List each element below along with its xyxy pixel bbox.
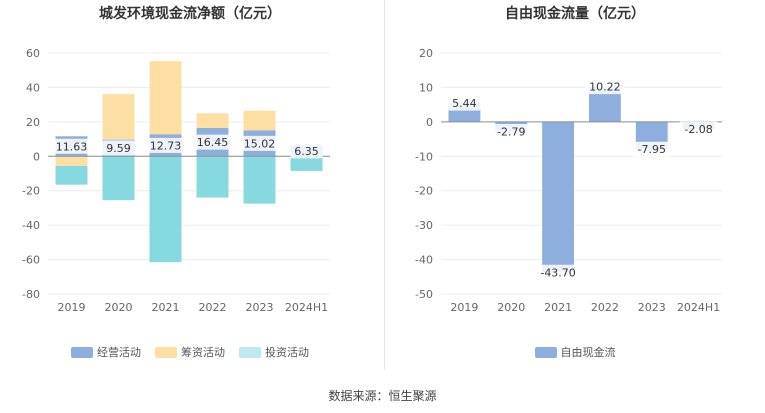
legend-item-free-cash-flow[interactable]: 自由现金流: [534, 344, 616, 360]
data-label-bg: [585, 79, 625, 95]
data-label-bg: [146, 137, 185, 153]
bar: [196, 113, 229, 128]
data-label-bg: [290, 143, 323, 159]
x-tick-label: 2020: [497, 301, 525, 314]
data-label: 5.44: [452, 97, 477, 110]
y-tick-label: -10: [415, 150, 433, 163]
y-tick-label: 60: [26, 47, 40, 60]
x-tick-label: 2021: [544, 301, 572, 314]
x-tick-label: 2020: [105, 301, 133, 314]
bar: [196, 156, 229, 198]
x-tick-label: 2019: [450, 301, 478, 314]
data-label-bg: [535, 264, 581, 280]
legend-item-investing[interactable]: 投资活动: [239, 344, 309, 360]
free-cash-flow-chart: 20 10 0 -10 -20 -30 -40 -50 2019 2020 2021 2022 2023…: [415, 47, 722, 314]
chart-title: 城发环境现金流净额（亿元）: [99, 6, 281, 22]
data-label-bg: [448, 95, 481, 111]
legend-swatch: [239, 346, 261, 358]
y-tick-label: 0: [426, 116, 433, 129]
legend-label: 经营活动: [97, 346, 141, 359]
bar: [542, 121, 575, 273]
legend-item-financing[interactable]: 筹资活动: [155, 344, 225, 360]
x-tick-label: 2021: [152, 301, 180, 314]
data-label: 9.59: [106, 142, 131, 155]
legend-swatch: [155, 346, 177, 358]
y-tick-label: 20: [26, 116, 40, 129]
bar: [149, 61, 182, 135]
data-label: 12.73: [150, 139, 182, 152]
data-label-bg: [679, 121, 719, 137]
legend: 经营活动 筹资活动 投资活动: [0, 344, 380, 360]
x-tick-label: 2023: [638, 301, 666, 314]
y-tick-label: -50: [415, 288, 433, 301]
y-tick-label: -30: [415, 219, 433, 232]
legend-item-operating[interactable]: 经营活动: [71, 344, 141, 360]
panel-divider: [384, 0, 385, 370]
data-label: 11.63: [56, 140, 88, 153]
y-tick-label: -40: [415, 254, 433, 267]
legend-label: 自由现金流: [560, 346, 616, 359]
x-tick-label: 2024H1: [285, 301, 328, 314]
x-tick-label: 2022: [591, 301, 619, 314]
x-tick-label: 2023: [246, 301, 274, 314]
y-tick-label: 0: [33, 150, 40, 163]
y-tick-label: 10: [419, 81, 433, 94]
bar: [55, 156, 88, 166]
chart-title: 自由现金流量（亿元）: [505, 6, 645, 22]
legend-swatch: [534, 346, 557, 358]
free-cash-flow-chart-panel: 自由现金流量（亿元） 20 10 0 -10 -20 -30 -40 -50 2019 2020 2…: [385, 0, 765, 380]
data-label: 16.45: [197, 136, 229, 149]
legend-swatch: [71, 346, 93, 358]
y-tick-label: -40: [22, 219, 40, 232]
data-label-bg: [52, 138, 91, 154]
data-label: -2.79: [497, 125, 525, 138]
y-tick-label: -60: [22, 254, 40, 267]
data-label: -43.70: [540, 266, 575, 279]
data-label: 10.22: [589, 81, 621, 94]
legend: 自由现金流: [385, 344, 765, 360]
data-label-bg: [632, 141, 672, 157]
y-tick-label: 20: [419, 47, 433, 60]
x-tick-label: 2022: [199, 301, 227, 314]
data-source-note: 数据来源：恒生聚源: [328, 389, 437, 403]
data-label: 15.02: [244, 137, 276, 150]
y-tick-label: -80: [22, 288, 40, 301]
bar: [149, 156, 182, 263]
bar: [243, 156, 276, 204]
data-label-bg: [491, 123, 531, 139]
bar: [102, 156, 135, 201]
legend-label: 投资活动: [265, 346, 309, 359]
y-tick-label: -20: [415, 185, 433, 198]
x-tick-label: 2019: [58, 301, 86, 314]
data-label-bg: [240, 135, 279, 151]
cash-flow-chart-panel: 城发环境现金流净额（亿元） 60 40 20 0 -20 -40 -60 -80 2019 202…: [0, 0, 380, 380]
bar: [290, 156, 323, 171]
data-label-bg: [193, 134, 232, 150]
cash-flow-chart: 60 40 20 0 -20 -40 -60 -80 2019 2020 2021 2022 2023 2…: [22, 47, 330, 314]
data-label-bg: [102, 140, 135, 156]
y-tick-label: 40: [26, 81, 40, 94]
bar: [243, 110, 276, 131]
data-label: -7.95: [638, 143, 666, 156]
bar: [55, 165, 88, 185]
y-tick-label: -20: [22, 185, 40, 198]
x-tick-label: 2024H1: [677, 301, 720, 314]
data-label: -2.08: [684, 123, 712, 136]
data-label: 6.35: [294, 145, 319, 158]
legend-label: 筹资活动: [181, 346, 225, 359]
bar: [102, 94, 135, 140]
